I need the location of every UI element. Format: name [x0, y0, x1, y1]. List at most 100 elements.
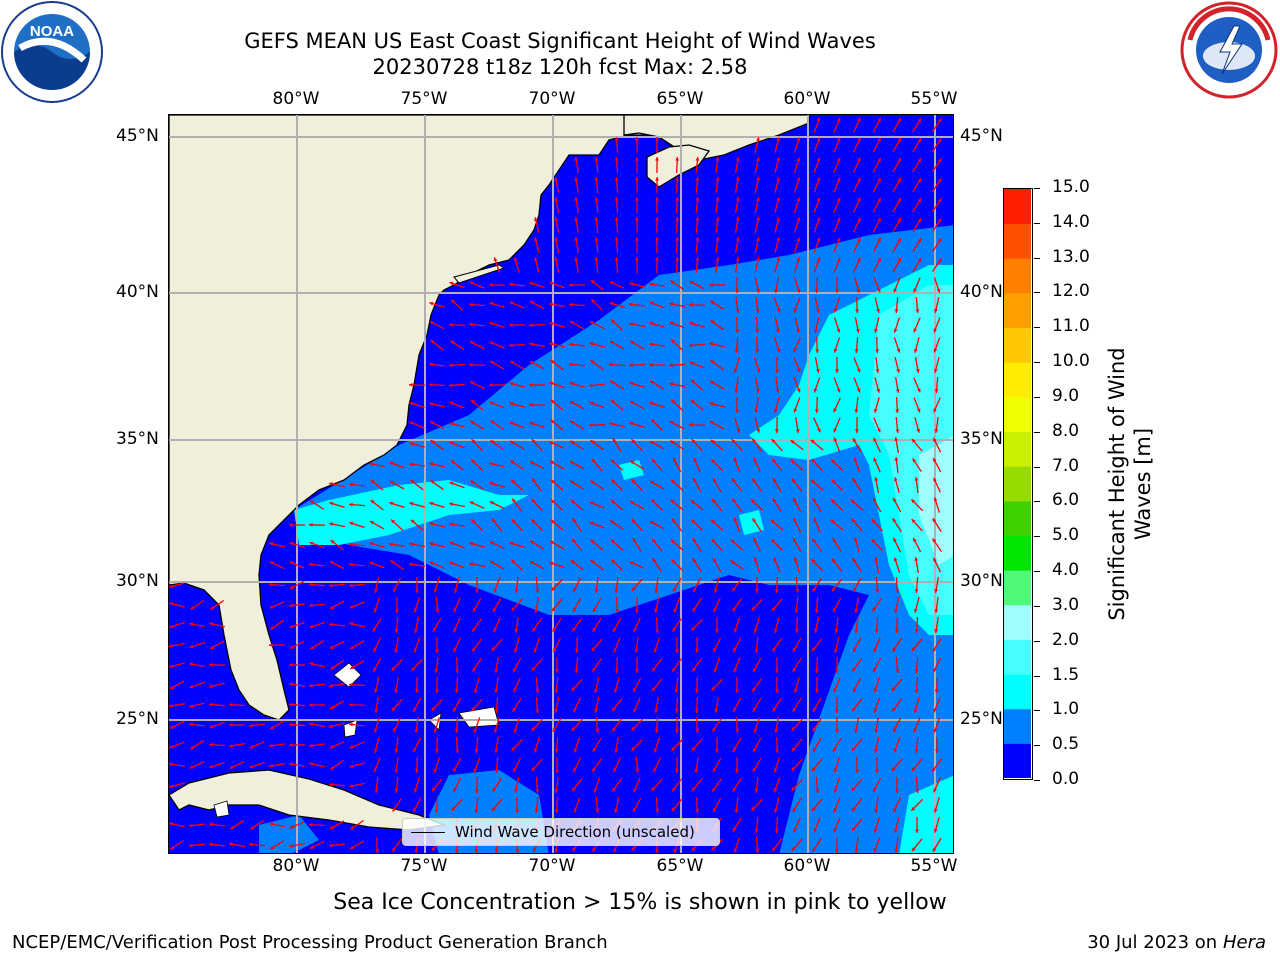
wind-arrow-head: [613, 627, 617, 632]
wind-arrow-head: [494, 689, 499, 693]
wind-arrow-head: [856, 388, 861, 393]
wind-arrow-head: [854, 537, 858, 542]
wind-arrow-head: [893, 537, 897, 542]
wind-arrow-head: [937, 198, 942, 203]
wind-arrow-head: [815, 689, 819, 693]
wind-arrow-head: [836, 137, 841, 142]
colorbar-swatch: [1004, 466, 1031, 502]
wind-arrow-head: [892, 647, 897, 652]
colorbar-swatch: [1004, 223, 1031, 259]
lon-label-bottom-55w: 55°W: [910, 856, 958, 876]
wind-arrow-head: [309, 662, 314, 666]
wind-arrow-head: [393, 728, 397, 733]
wind-arrow-head: [633, 788, 637, 793]
footer-host: Hera: [1222, 932, 1266, 953]
wind-arrow-head: [856, 288, 861, 293]
wind-arrow-head: [413, 788, 418, 793]
wind-arrow-head: [915, 789, 920, 793]
wind-arrow-head: [669, 382, 674, 386]
wind-arrow-head: [610, 380, 615, 385]
wind-arrow-head: [855, 309, 860, 313]
wind-arrow-head: [250, 825, 255, 830]
wind-arrow-head: [491, 807, 496, 812]
wind-arrow-head: [715, 257, 720, 261]
lat-label-right-35n: 35°N: [960, 429, 1003, 449]
wind-arrow-head: [692, 607, 697, 612]
wind-arrow-head: [894, 629, 899, 633]
wind-arrow-head: [289, 645, 294, 649]
wind-arrow-head: [854, 849, 859, 853]
wind-arrow-head: [753, 728, 758, 733]
colorbar-tick-label: 11.0: [1052, 316, 1090, 337]
wind-arrow-head: [894, 437, 899, 441]
wind-arrow-head: [877, 217, 881, 222]
wind-arrow-head: [349, 702, 353, 707]
lon-label-top-60w: 60°W: [783, 89, 831, 109]
wind-arrow-head: [570, 321, 575, 325]
wind-arrow-head: [454, 849, 459, 853]
wind-arrow-head: [817, 428, 821, 433]
wind-arrow-head: [329, 843, 333, 848]
wind-arrow-head: [289, 541, 294, 546]
wind-arrow-head: [529, 561, 534, 565]
wind-arrow-head: [469, 562, 473, 567]
wind-arrow-head: [692, 558, 697, 563]
wind-arrow-head: [732, 478, 736, 483]
wind-arrow-head: [409, 462, 413, 467]
wind-arrow-head: [573, 748, 578, 753]
wind-arrow-head: [693, 477, 697, 482]
wind-arrow-head: [774, 628, 778, 633]
wind-arrow-head: [594, 177, 599, 181]
wind-arrow-head: [550, 360, 555, 364]
wind-arrow-head: [675, 217, 680, 221]
wind-arrow-head: [189, 644, 194, 649]
wind-arrow-head: [631, 726, 636, 731]
wind-arrow-head: [833, 788, 838, 793]
wind-arrow-head: [773, 557, 777, 562]
wind-arrow-head: [573, 708, 577, 713]
wind-arrow-head: [329, 782, 333, 787]
wind-arrow-head: [572, 847, 576, 852]
wind-arrow-head: [810, 439, 815, 444]
wind-arrow-head: [714, 709, 719, 713]
wind-arrow-head: [549, 281, 554, 286]
wind-arrow-head: [793, 688, 798, 693]
wind-arrow-head: [776, 137, 781, 142]
wind-arrow-head: [875, 769, 879, 773]
wind-arrow-head: [815, 349, 820, 353]
wind-arrow-head: [514, 788, 518, 793]
wind-arrow-head: [189, 722, 193, 727]
wind-arrow-head: [897, 138, 901, 143]
wind-arrow-head: [791, 847, 796, 852]
wind-arrow-head: [269, 542, 274, 546]
wind-arrow-head: [534, 609, 539, 613]
colorbar-tick: [1034, 431, 1040, 433]
wind-arrow-head: [389, 501, 394, 506]
wind-arrow-head: [329, 583, 333, 588]
wind-arrow-head: [753, 748, 757, 753]
wind-arrow-head: [611, 459, 615, 464]
wind-arrow-head: [791, 727, 796, 731]
wind-arrow-head: [631, 587, 636, 591]
wind-arrow-head: [695, 217, 700, 221]
wind-arrow-head: [649, 342, 653, 347]
wind-arrow-head: [454, 588, 458, 593]
wind-arrow-head: [754, 789, 759, 793]
wind-arrow-head: [871, 539, 876, 544]
wind-arrow-head: [614, 217, 619, 221]
wind-arrow-head: [634, 257, 639, 261]
wind-arrow-head: [832, 558, 836, 563]
wind-arrow-head: [854, 349, 859, 353]
wind-arrow-head: [530, 540, 535, 545]
wind-arrow-head: [489, 301, 494, 306]
wind-arrow-head: [734, 389, 739, 393]
wind-arrow-head: [634, 237, 639, 241]
wave-zone-high-small-2: [739, 510, 764, 535]
wind-arrow-head: [289, 624, 294, 629]
wind-arrow-head: [710, 320, 715, 324]
wind-arrow-head: [374, 709, 379, 713]
wind-arrow-head: [794, 609, 799, 613]
wind-arrow-head: [493, 728, 498, 733]
noaa-logo-icon: NOAA: [0, 0, 104, 104]
wind-arrow-head: [895, 409, 900, 413]
